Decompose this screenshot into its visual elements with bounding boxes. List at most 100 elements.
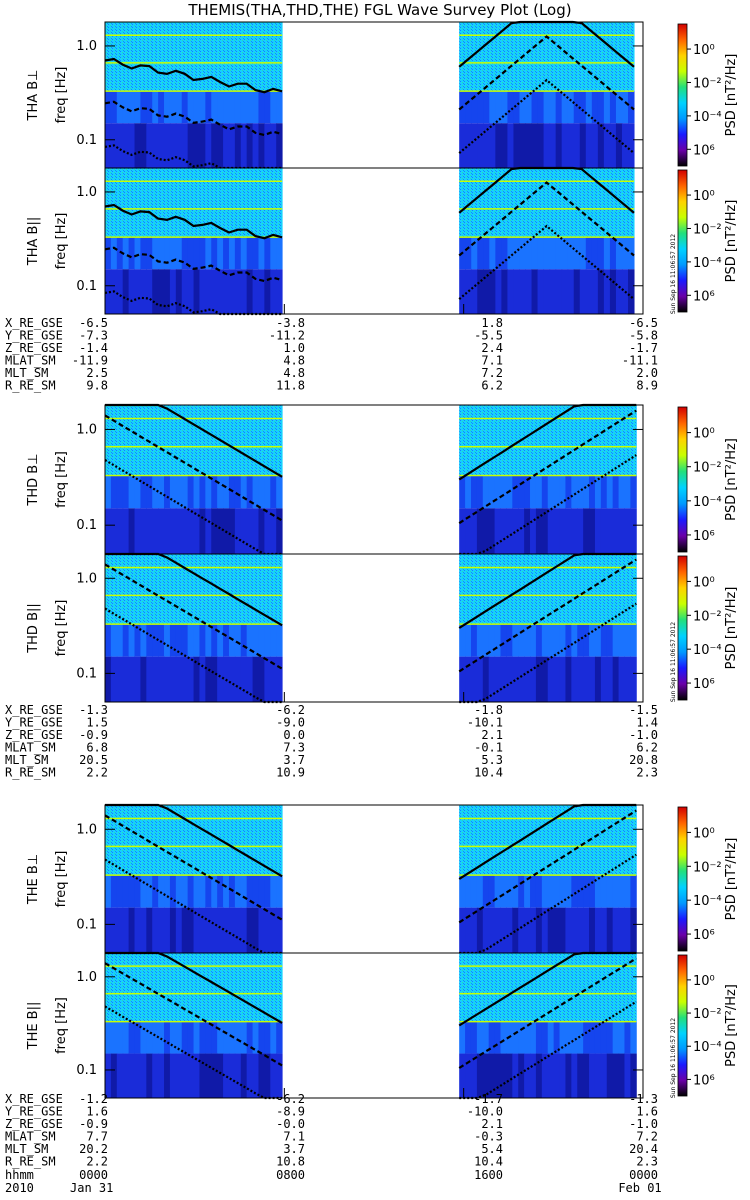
spectrogram-cell — [134, 1053, 141, 1098]
spectrogram-cell — [577, 875, 584, 908]
spectrogram-cell — [169, 237, 177, 270]
spectrogram-cell — [264, 123, 271, 168]
spectrogram-cell — [211, 907, 218, 953]
spectrogram-cell — [488, 508, 496, 554]
colorbar-tick-label: 10⁻⁴ — [693, 110, 722, 125]
spectrogram-cell — [140, 269, 147, 314]
spectrogram-cell — [110, 237, 118, 270]
ephemeris-value: -1.3 — [79, 703, 108, 717]
gyrofrequency-curve — [459, 1000, 637, 1100]
spectrogram-cell — [577, 508, 584, 554]
ephemeris-value: 1.0 — [283, 341, 305, 355]
spectrogram-cell — [187, 475, 195, 509]
spectrogram-cell — [630, 875, 637, 908]
ephemeris-row-label: R_RE_SM — [5, 766, 56, 780]
ephemeris-value: 2.2 — [86, 766, 108, 780]
spectrogram-cell — [476, 624, 484, 657]
spectrogram-cell — [559, 656, 566, 702]
spectrogram-cell — [187, 907, 195, 953]
spectrogram-cell — [541, 656, 549, 702]
spectrogram-cell — [501, 91, 508, 124]
spectrogram-cell — [494, 1021, 501, 1054]
spectrogram-cell — [465, 907, 472, 953]
spectrogram-cell — [494, 907, 501, 953]
spectrogram-cell — [217, 907, 224, 953]
spectrogram-cell — [158, 907, 165, 953]
spectrogram-cell — [205, 508, 212, 554]
spectrogram-cell — [169, 907, 177, 953]
ephemeris-row-label: MLT_SM — [5, 1142, 48, 1156]
spectrogram-cell — [465, 508, 472, 554]
spectrogram-cell — [246, 91, 254, 124]
spectrogram-cell — [152, 907, 159, 953]
spectrogram-cell — [606, 475, 614, 509]
spectrogram-cell — [158, 508, 165, 554]
ephemeris-value: -1.2 — [79, 1092, 108, 1106]
spectrogram-cell — [547, 475, 555, 509]
y-tick-label: 0.1 — [76, 917, 97, 932]
spectrogram-cell — [518, 907, 525, 953]
spectrogram-cell — [110, 508, 118, 554]
ephemeris-value: -5.8 — [629, 329, 658, 343]
spectrogram-cell — [483, 91, 490, 124]
panel-ylabel: THE B⊥ — [26, 854, 41, 905]
spectrogram-cell — [459, 907, 466, 953]
spectrogram-cell — [240, 91, 248, 124]
spectrogram-cell — [628, 123, 635, 168]
spectrogram-cell — [589, 508, 596, 554]
spectrogram-cell — [211, 1053, 218, 1098]
spectrogram-cell — [128, 508, 136, 554]
spectrogram-cell — [553, 508, 561, 554]
ephemeris-value: -6.5 — [79, 316, 108, 330]
spectrogram-cell — [618, 875, 625, 908]
spectrogram-cell — [600, 475, 608, 509]
spectrogram-cell — [459, 508, 466, 554]
spectrogram-cell — [465, 1021, 472, 1054]
spectrogram-cell — [205, 91, 212, 124]
spectrogram-cell — [110, 624, 118, 657]
spectrogram-cell — [234, 123, 242, 168]
ephemeris-value: -0.3 — [474, 1130, 503, 1144]
spectrogram-cell — [205, 1021, 212, 1054]
spectrogram-cell — [482, 475, 490, 509]
spectrogram-cell — [488, 656, 496, 702]
ephemeris-row-label: X_RE_GSE — [5, 1092, 63, 1106]
y-tick-label: 0.1 — [76, 666, 97, 681]
spectrogram-cell — [489, 269, 496, 314]
colorbar-tick-label: 10⁻⁴ — [693, 1040, 722, 1055]
spectrogram-cell — [518, 1021, 525, 1054]
spectrogram-cell — [579, 237, 587, 270]
spectrogram-cell — [482, 508, 490, 554]
spectrogram-cell — [535, 624, 543, 657]
spectrogram-cell — [128, 1053, 136, 1098]
spectrogram-cell — [579, 269, 587, 314]
spectrogram-cell — [543, 269, 551, 314]
spectrogram-cell — [624, 475, 631, 509]
spectrogram-cell — [234, 624, 242, 657]
spectrogram-cell — [240, 907, 248, 953]
spectrogram-cell — [140, 875, 147, 908]
spectrogram-cell — [471, 237, 478, 270]
spectrogram-cell — [553, 875, 561, 908]
y-tick-label: 0.1 — [76, 133, 97, 148]
spectrogram-cell — [571, 624, 578, 657]
spectrogram-cell — [234, 656, 242, 702]
spectrogram-cell — [606, 907, 614, 953]
spectrogram-cell — [547, 907, 555, 953]
spectrogram-cell — [122, 475, 130, 509]
spectrogram-cell — [512, 907, 519, 953]
spectrogram-cell — [500, 656, 507, 702]
spectrogram-cell — [471, 123, 478, 168]
spectrogram-cell — [140, 123, 147, 168]
spectrogram-cell — [181, 624, 189, 657]
spectrogram-cell — [589, 1021, 596, 1054]
spectrogram-cell — [240, 123, 248, 168]
spectrogram-cell — [211, 475, 218, 509]
spectrogram-cell — [512, 875, 519, 908]
spectrogram-cell — [175, 875, 183, 908]
spectrogram-cell — [512, 1021, 519, 1054]
spectrogram-cell — [205, 624, 212, 657]
spectrogram-cell — [110, 656, 118, 702]
spectrogram-cell — [553, 1053, 561, 1098]
spectrogram-cell — [175, 123, 183, 168]
